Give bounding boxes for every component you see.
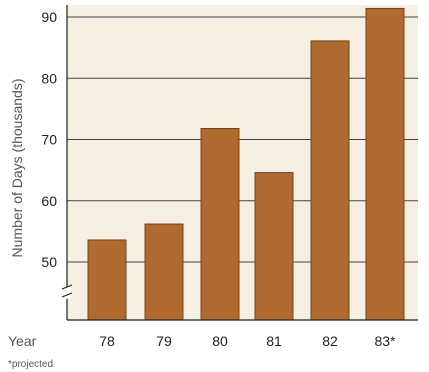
y-axis-label: Number of Days (thousands) [9,79,25,258]
footnote: *projected [8,359,53,370]
x-tick-label-79: 79 [156,333,172,349]
bar-82 [310,40,350,321]
axis-break-marker [61,284,73,299]
x-tick-label-82: 82 [322,333,338,349]
bar-80 [200,127,240,321]
axis-break-slash-2 [61,292,73,298]
x-axis-label: Year [8,333,37,349]
y-tick-label-50: 50 [41,254,57,270]
x-tick-label-83: 83* [374,333,396,349]
y-tick-label-90: 90 [41,9,57,25]
bar-78 [87,239,127,321]
bars [87,7,405,321]
axis-break-gap [63,287,71,299]
y-tick-label-60: 60 [41,193,57,209]
axis-break-slash-1 [61,284,73,290]
bar-81 [254,172,294,321]
x-tick-label-80: 80 [212,333,228,349]
axes [66,5,418,321]
x-tick-label-81: 81 [266,333,282,349]
x-tick-label-78: 78 [99,333,115,349]
bar-83 [365,7,405,321]
bar-79 [144,223,184,321]
y-tick-label-70: 70 [41,132,57,148]
y-tick-labels: 50 60 70 80 90 [41,9,57,270]
y-tick-label-80: 80 [41,70,57,86]
x-tick-labels: 78 79 80 81 82 83* [99,333,396,349]
